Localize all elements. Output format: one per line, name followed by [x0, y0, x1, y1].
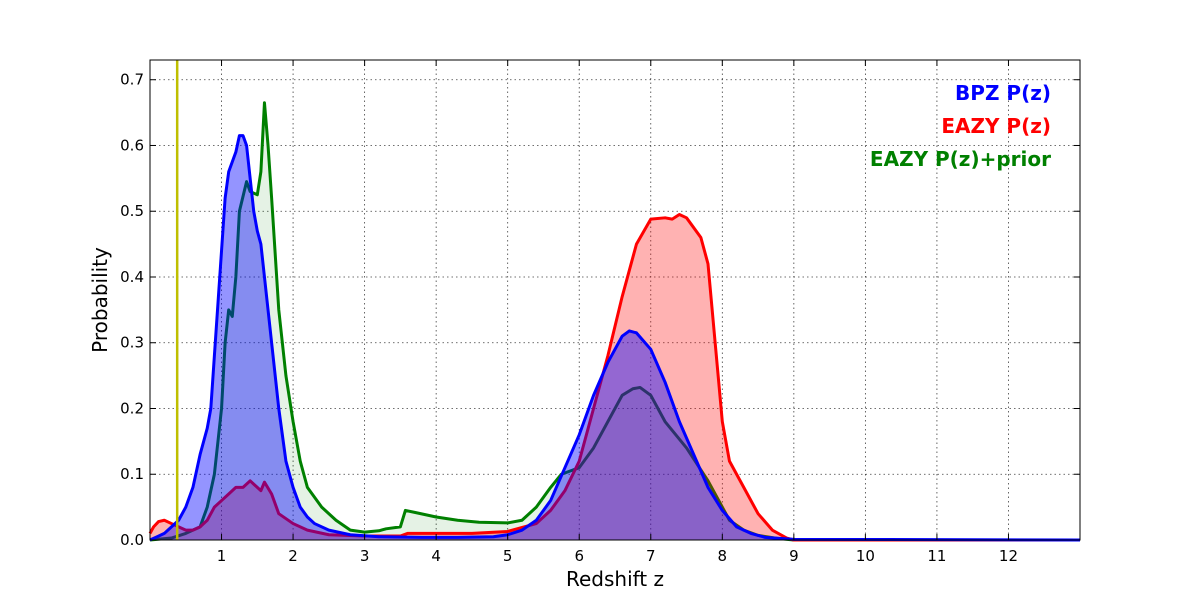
x-tick-label: 3 [360, 547, 370, 565]
y-tick-label: 0.1 [120, 465, 144, 483]
legend-entry: EAZY P(z) [941, 114, 1051, 138]
x-tick-label: 8 [718, 547, 728, 565]
y-tick-label: 0.2 [120, 399, 144, 417]
axis-tick-labels: 1 2 3 4 5 6 7 8 9 10 11 120.00.10.20.30.40.50.60.7 [120, 71, 1018, 565]
x-tick-label: 10 [856, 547, 875, 565]
plot-frame [149, 59, 1081, 541]
x-tick-label: 9 [789, 547, 799, 565]
y-tick-label: 0.5 [120, 202, 144, 220]
x-tick-label: 12 [999, 547, 1018, 565]
x-tick-label: 5 [503, 547, 513, 565]
x-tick-label: 1 [217, 547, 227, 565]
y-tick-label: 0.4 [120, 268, 144, 286]
x-tick-label: 2 [288, 547, 298, 565]
x-tick-label: 4 [431, 547, 441, 565]
area-fill-eazy-p-z-prior [150, 102, 1080, 541]
series-line-eazy-p-z-prior [149, 101, 1080, 542]
y-axis-label: Probability [88, 247, 112, 353]
series-line-bpz-p-z [149, 134, 1081, 542]
x-tick-label: 11 [927, 547, 946, 565]
y-tick-label: 0.0 [120, 531, 144, 549]
series-line-eazy-p-z [148, 213, 1080, 542]
legend: BPZ P(z) EAZY P(z) EAZY P(z)+prior [870, 81, 1051, 171]
series-layer [148, 101, 1081, 542]
y-tick-label: 0.6 [120, 136, 144, 154]
legend-entry: EAZY P(z)+prior [870, 147, 1051, 171]
area-fill-bpz-p-z [150, 135, 1080, 540]
y-tick-label: 0.3 [120, 334, 144, 352]
x-axis-label: Redshift z [566, 567, 664, 591]
axis-ticks [150, 60, 1080, 541]
area-fill-eazy-p-z [150, 214, 1080, 540]
legend-entry: BPZ P(z) [955, 81, 1051, 105]
x-tick-label: 7 [646, 547, 656, 565]
x-tick-label: 6 [574, 547, 584, 565]
y-tick-label: 0.7 [120, 71, 144, 89]
